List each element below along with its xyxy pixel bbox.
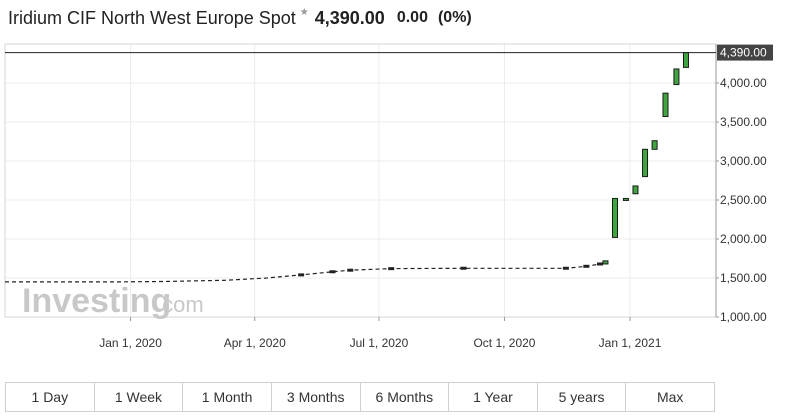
- y-tick-label: 1,000.00: [720, 310, 767, 324]
- candle: [632, 185, 639, 195]
- price-point: [347, 268, 354, 272]
- x-tick-label: Jul 1, 2020: [350, 336, 409, 350]
- y-tick-label: 3,000.00: [720, 154, 767, 168]
- y-tick-label: 2,000.00: [720, 232, 767, 246]
- range-button-1-month[interactable]: 1 Month: [183, 383, 272, 411]
- range-button-3-months[interactable]: 3 Months: [272, 383, 361, 411]
- last-price-label: 4,390.00: [720, 46, 767, 60]
- x-tick-label: Oct 1, 2020: [473, 336, 535, 350]
- y-tick-label: 4,000.00: [720, 76, 767, 90]
- price-point: [388, 267, 395, 271]
- watermark-suffix: .com: [156, 292, 204, 317]
- price-chart[interactable]: Investing .com 1,000.00 1,500.00 2,000.00 2…: [0, 36, 790, 380]
- price-point: [583, 264, 590, 268]
- price-change: 0.00: [396, 9, 428, 26]
- time-range-selector: 1 Day 1 Week 1 Month 3 Months 6 Months 1 Year…: [5, 382, 715, 412]
- star-icon[interactable]: ★: [299, 6, 309, 18]
- instrument-title: Iridium CIF North West Europe Spot: [8, 7, 296, 28]
- chart-header: Iridium CIF North West Europe Spot ★ 4,3…: [8, 6, 472, 30]
- candle: [612, 197, 619, 238]
- grid-lines: [4, 43, 717, 318]
- x-tick-label: Jan 1, 2021: [599, 336, 662, 350]
- range-button-1-year[interactable]: 1 Year: [449, 383, 538, 411]
- candle: [602, 260, 609, 265]
- range-button-1-day[interactable]: 1 Day: [6, 383, 95, 411]
- investing-watermark: Investing .com: [22, 282, 204, 320]
- price-point: [597, 262, 604, 266]
- range-button-max[interactable]: Max: [656, 389, 684, 405]
- price-change-percent: (0%): [437, 9, 472, 26]
- candle: [642, 148, 649, 178]
- candle-series: [602, 52, 689, 265]
- y-tick-label: 2,500.00: [720, 193, 767, 207]
- price-point: [562, 266, 569, 270]
- last-price: 4,390.00: [314, 7, 385, 28]
- candle: [673, 68, 680, 86]
- range-button-5-years[interactable]: 5 years: [538, 383, 627, 411]
- candle: [651, 140, 658, 150]
- price-point: [460, 266, 467, 270]
- x-tick-label: Apr 1, 2020: [224, 336, 286, 350]
- watermark-brand: Investing: [22, 282, 171, 320]
- axes: 1,000.00 1,500.00 2,000.00 2,500.00 3,000.00…: [99, 44, 767, 350]
- price-series: [5, 262, 604, 283]
- candle: [622, 197, 629, 201]
- price-point: [298, 273, 305, 277]
- candle: [662, 92, 669, 118]
- plot-frame: [4, 43, 717, 318]
- candle: [682, 52, 689, 68]
- x-tick-label: Jan 1, 2020: [99, 336, 162, 350]
- last-price-marker: 4,390.00: [5, 44, 773, 61]
- range-button-1-week[interactable]: 1 Week: [95, 383, 184, 411]
- y-tick-label: 1,500.00: [720, 271, 767, 285]
- price-point: [329, 270, 336, 274]
- y-tick-label: 3,500.00: [720, 115, 767, 129]
- range-button-6-months[interactable]: 6 Months: [361, 383, 450, 411]
- price-line: [5, 263, 601, 283]
- last-price-label-bg: [717, 44, 773, 61]
